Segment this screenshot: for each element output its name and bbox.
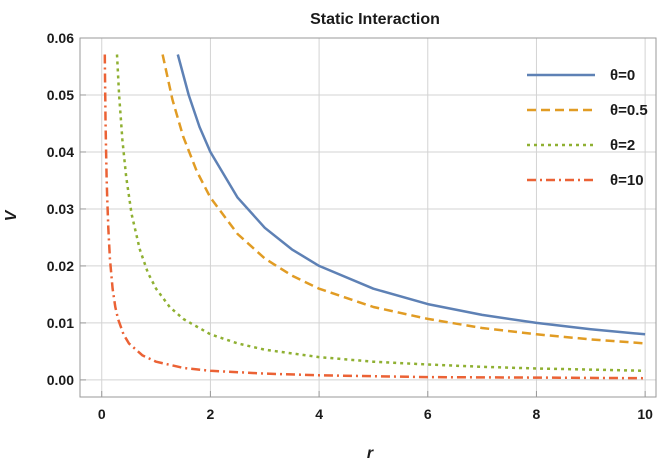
series-line-3	[103, 54, 646, 380]
legend-label-1: θ=0.5	[610, 102, 648, 119]
y-tick-label: 0.01	[47, 315, 74, 331]
x-tick-label: 2	[207, 406, 215, 422]
x-tick-label: 0	[98, 406, 106, 422]
legend: θ=0 θ=0.5 θ=2 θ=10	[527, 67, 648, 189]
y-tick-label: 0.06	[47, 30, 74, 46]
legend-label-0: θ=0	[610, 67, 635, 84]
x-tick-label: 8	[533, 406, 541, 422]
series-line-1	[161, 54, 646, 345]
legend-label-3: θ=10	[610, 172, 644, 189]
y-tick-label: 0.02	[47, 258, 74, 274]
grid	[80, 37, 656, 397]
y-tick-label: 0.04	[47, 144, 74, 160]
plot-frame	[79, 37, 657, 398]
y-axis-label: V	[3, 209, 20, 221]
series-line-2	[115, 54, 646, 373]
x-tick-label: 10	[637, 406, 653, 422]
y-tick-label: 0.05	[47, 87, 74, 103]
x-axis-label: r	[367, 445, 374, 462]
y-tick-label: 0.03	[47, 201, 74, 217]
series-line-0	[176, 54, 646, 336]
series	[103, 54, 646, 380]
ticks: 0 2 4 6 8 10 0.00 0.01 0.02 0.03 0.04 0.05 0.06	[47, 30, 653, 422]
legend-label-2: θ=2	[610, 137, 635, 154]
x-tick-label: 6	[424, 406, 432, 422]
chart-title: Static Interaction	[310, 11, 440, 28]
x-tick-label: 4	[315, 406, 323, 422]
y-tick-label: 0.00	[47, 372, 74, 388]
